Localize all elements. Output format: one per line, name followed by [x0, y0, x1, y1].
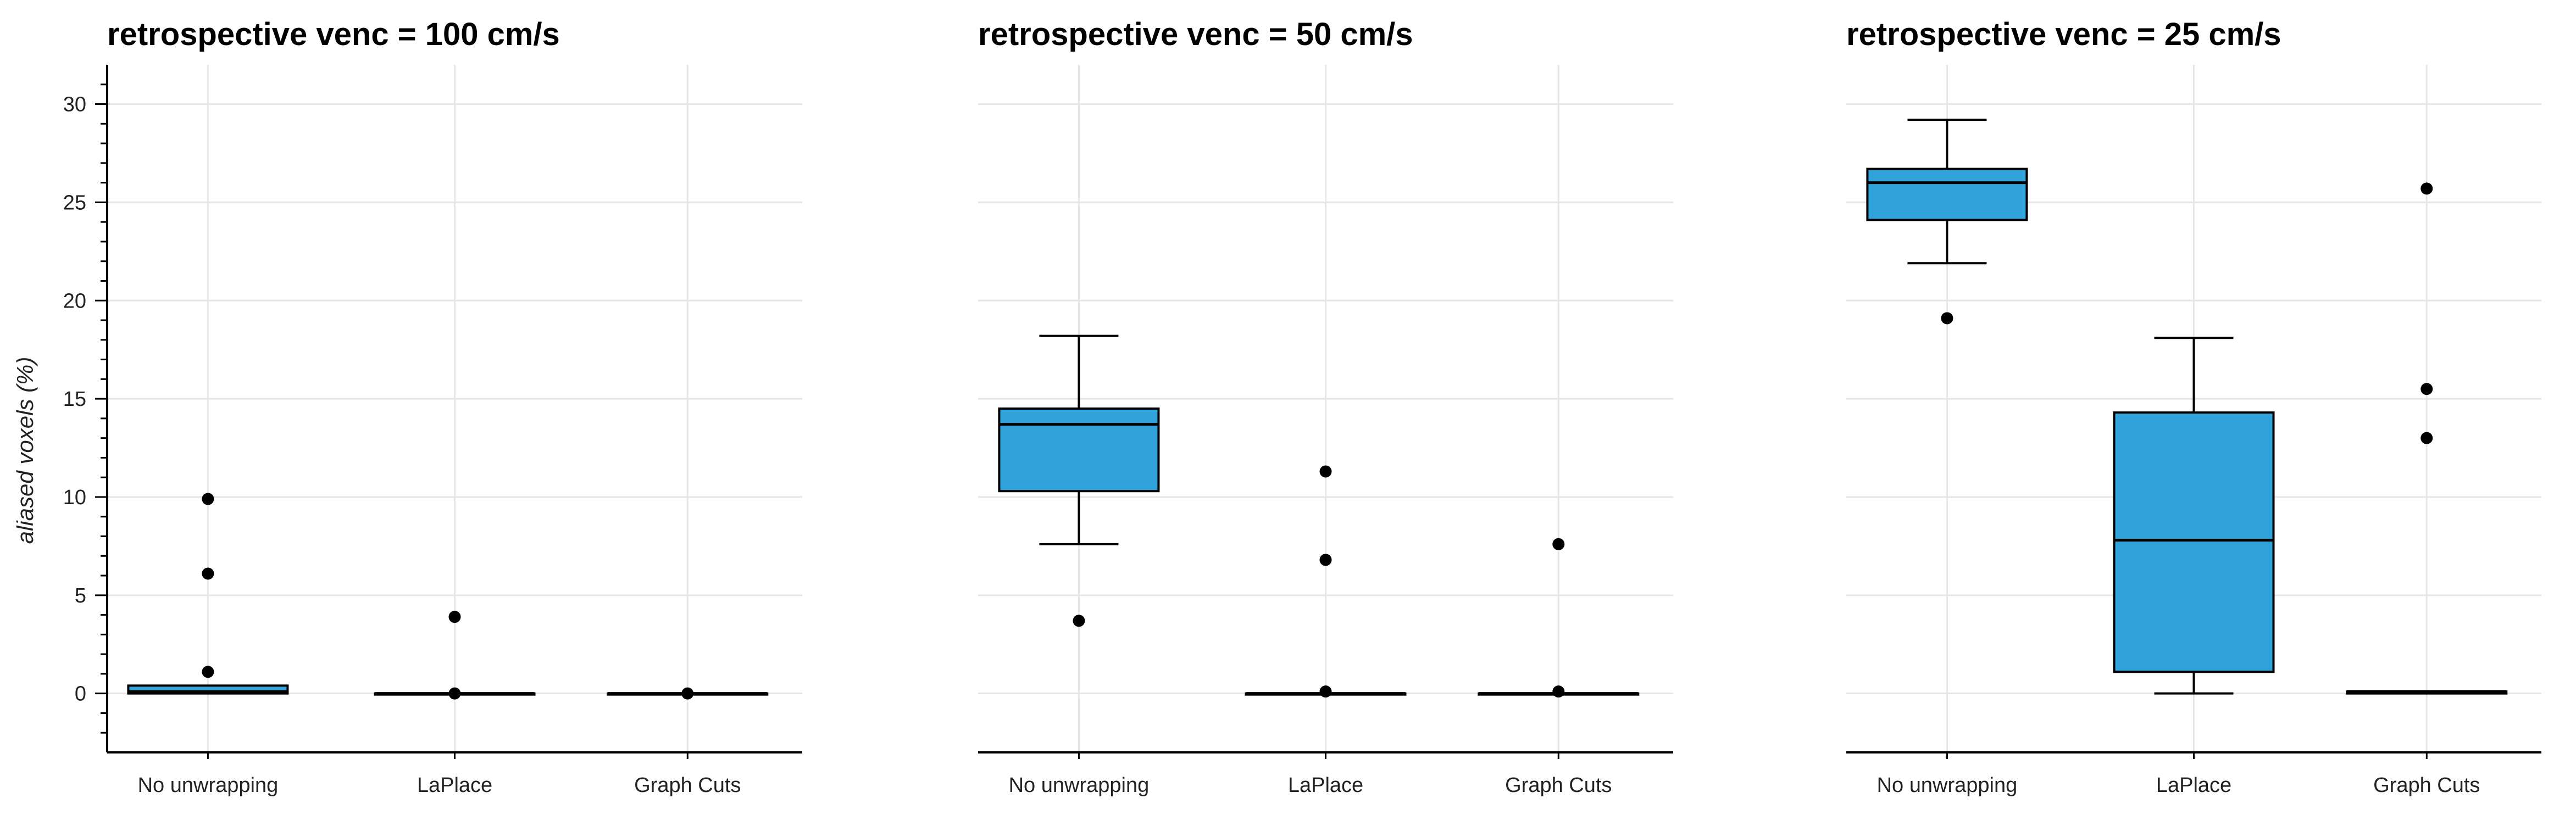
box-laplace — [2113, 337, 2275, 695]
x-tick-label: LaPlace — [2156, 774, 2231, 797]
box-body — [2113, 411, 2275, 673]
outlier-point — [202, 493, 214, 505]
box-graph-cuts — [1478, 538, 1640, 698]
outlier-point — [1941, 312, 1953, 325]
box-no-unwrapping — [1866, 119, 2028, 325]
panel-title: retrospective venc = 50 cm/s — [978, 16, 1413, 52]
y-tick-label: 0 — [75, 683, 86, 706]
box-body — [1866, 168, 2028, 221]
box-no-unwrapping — [127, 493, 289, 695]
x-tick-label: LaPlace — [1288, 774, 1363, 797]
outlier-point — [1319, 554, 1332, 566]
outlier-point — [202, 666, 214, 678]
x-tick-label: Graph Cuts — [2373, 774, 2480, 797]
panels: retrospective venc = 100 cm/s 0 5 10 15 20 25 3… — [63, 16, 2541, 797]
x-tick-label: No unwrapping — [1009, 774, 1150, 797]
outlier-point — [1319, 685, 1332, 698]
outlier-point — [2420, 182, 2433, 195]
outlier-point — [1552, 685, 1565, 698]
panel-3: retrospective venc = 25 cm/s No unwrappin… — [1846, 16, 2541, 797]
box-graph-cuts — [2346, 182, 2508, 695]
outlier-point — [1319, 465, 1332, 478]
outlier-point — [448, 687, 461, 700]
box-laplace — [1245, 465, 1407, 698]
outlier-point — [202, 567, 214, 580]
x-tick-label: LaPlace — [417, 774, 492, 797]
y-axis-label: aliased voxels (%) — [12, 357, 38, 544]
panel-2: retrospective venc = 50 cm/s No unwrappin… — [978, 16, 1673, 797]
outlier-point — [448, 611, 461, 623]
y-tick-label: 10 — [63, 486, 86, 509]
box-no-unwrapping — [998, 334, 1160, 627]
box-body — [998, 408, 1160, 493]
y-tick-label: 5 — [75, 584, 86, 607]
panel-title: retrospective venc = 25 cm/s — [1846, 16, 2281, 52]
y-tick-label: 25 — [63, 191, 86, 214]
y-tick-label: 20 — [63, 289, 86, 312]
outlier-point — [1552, 538, 1565, 550]
panel-1: retrospective venc = 100 cm/s 0 5 10 15 20 25 3… — [63, 16, 802, 797]
outlier-point — [681, 687, 694, 700]
x-tick-label: Graph Cuts — [1505, 774, 1612, 797]
outlier-point — [1073, 615, 1085, 627]
box-laplace — [374, 611, 536, 700]
outlier-point — [2420, 383, 2433, 395]
box-graph-cuts — [607, 687, 769, 700]
x-tick-label: Graph Cuts — [634, 774, 741, 797]
y-tick-label: 15 — [63, 388, 86, 411]
x-tick-label: No unwrapping — [1877, 774, 2018, 797]
y-tick-label: 30 — [63, 93, 86, 116]
x-tick-label: No unwrapping — [138, 774, 279, 797]
outlier-point — [2420, 432, 2433, 444]
panel-title: retrospective venc = 100 cm/s — [107, 16, 560, 52]
